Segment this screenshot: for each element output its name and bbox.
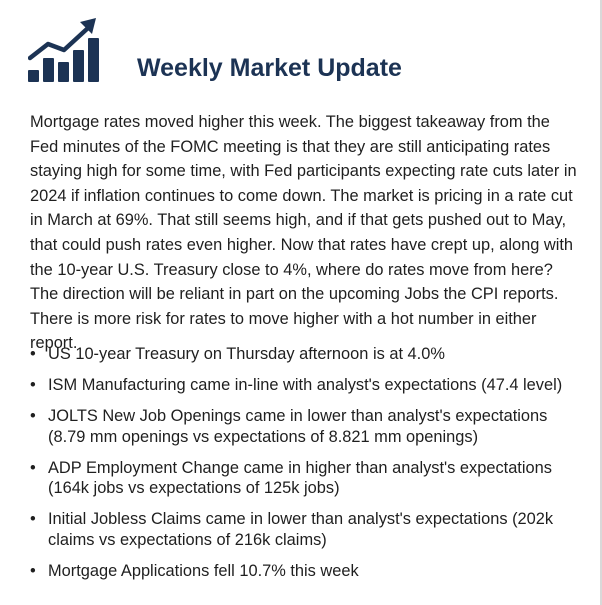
bullet-point: • (30, 510, 36, 528)
list-item: • US 10-year Treasury on Thursday aftern… (30, 344, 582, 365)
list-item-text: ADP Employment Change came in higher tha… (48, 458, 552, 498)
intro-paragraph: Mortgage rates moved higher this week. T… (30, 113, 577, 353)
list-item-text: ISM Manufacturing came in-line with anal… (48, 376, 563, 394)
list-item: • ADP Employment Change came in higher t… (30, 458, 582, 499)
list-item: • Mortgage Applications fell 10.7% this … (30, 561, 582, 582)
bullet-point: • (30, 376, 36, 394)
list-item: • Initial Jobless Claims came in lower t… (30, 509, 582, 550)
rising-bar-chart-icon (28, 18, 99, 82)
page-title: Weekly Market Update (137, 54, 402, 82)
list-item-text: Initial Jobless Claims came in lower tha… (48, 510, 554, 549)
bullet-point: • (30, 561, 36, 580)
list-item-text: US 10-year Treasury on Thursday afternoo… (48, 345, 445, 363)
header: Weekly Market Update (28, 16, 588, 86)
bullet-point: • (30, 407, 36, 425)
list-item: • ISM Manufacturing came in-line with an… (30, 375, 582, 396)
list-item-text: JOLTS New Job Openings came in lower tha… (48, 407, 548, 446)
bullet-point: • (30, 458, 36, 477)
bullet-list: • US 10-year Treasury on Thursday aftern… (30, 344, 582, 592)
bullet-point: • (30, 345, 36, 363)
list-item: • JOLTS New Job Openings came in lower t… (30, 406, 582, 447)
list-item-text: Mortgage Applications fell 10.7% this we… (48, 561, 359, 580)
